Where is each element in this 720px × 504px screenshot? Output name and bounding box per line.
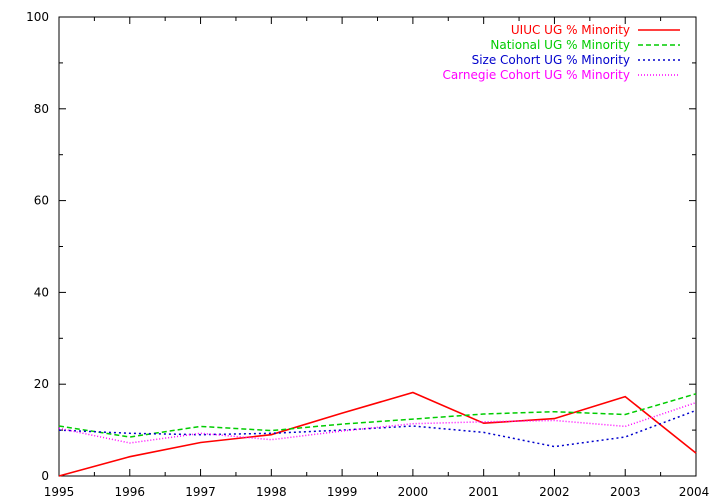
tick-marks [58, 16, 697, 477]
legend-label: UIUC UG % Minority [511, 23, 630, 37]
y-tick-label: 80 [34, 102, 49, 116]
series-line-1 [58, 391, 697, 477]
y-tick-label: 20 [34, 377, 49, 391]
y-tick-label: 60 [34, 194, 49, 208]
x-tick-label: 1995 [44, 485, 75, 499]
x-tick-label: 2000 [398, 485, 429, 499]
y-tick-label: 0 [41, 469, 49, 483]
x-tick-label: 1998 [256, 485, 287, 499]
series-line-2 [58, 393, 697, 438]
y-tick-label: 100 [26, 10, 49, 24]
legend-label: Size Cohort UG % Minority [472, 53, 630, 67]
x-tick-labels: 1995 1996 1997 1998 1999 2000 2001 2002 2003 2004 [44, 485, 710, 499]
x-tick-label: 2004 [679, 485, 710, 499]
series-line-3 [58, 409, 697, 448]
legend-label: Carnegie Cohort UG % Minority [442, 68, 630, 82]
series-line-4 [58, 401, 697, 444]
x-tick-label: 2003 [610, 485, 641, 499]
x-tick-label: 1999 [327, 485, 358, 499]
legend-label: National UG % Minority [490, 38, 630, 52]
y-tick-label: 40 [34, 285, 49, 299]
series-lines [58, 391, 697, 477]
x-tick-label: 2001 [468, 485, 499, 499]
x-tick-label: 2002 [539, 485, 570, 499]
x-tick-label: 1997 [185, 485, 216, 499]
y-tick-labels: 0 20 40 60 80 100 [26, 10, 49, 483]
x-tick-label: 1996 [115, 485, 146, 499]
plot-frame [58, 16, 697, 477]
